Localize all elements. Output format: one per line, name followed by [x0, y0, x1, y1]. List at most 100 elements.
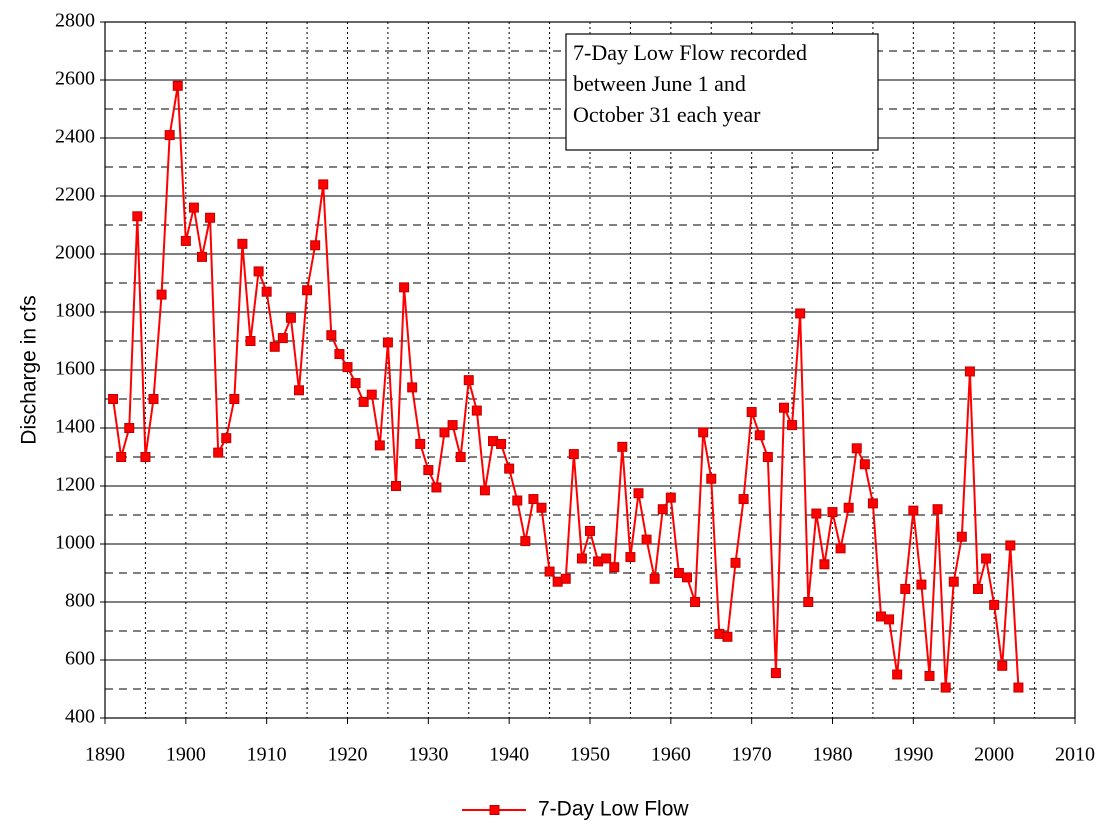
point-marker	[682, 572, 692, 583]
point-marker	[399, 282, 410, 293]
point-marker	[180, 235, 191, 246]
point-marker	[374, 440, 385, 451]
point-marker	[779, 402, 789, 413]
point-marker	[585, 525, 595, 536]
point-marker	[851, 443, 862, 454]
point-marker	[285, 312, 296, 323]
point-marker	[116, 452, 127, 462]
y-tick-label: 1800	[55, 300, 95, 322]
point-marker	[140, 452, 151, 462]
point-marker	[770, 668, 781, 679]
point-marker	[617, 441, 628, 452]
point-marker	[504, 463, 515, 474]
point-marker	[471, 405, 482, 416]
point-marker	[536, 502, 547, 513]
point-marker	[924, 670, 935, 681]
x-tick-label: 1910	[247, 744, 287, 766]
annotation-text: October 31 each year	[573, 102, 761, 127]
point-marker	[407, 382, 418, 393]
point-marker	[981, 553, 992, 564]
point-marker	[787, 420, 798, 431]
y-tick-label: 1000	[55, 532, 95, 554]
y-tick-label: 2400	[55, 126, 95, 148]
point-marker	[649, 573, 660, 584]
point-marker	[229, 394, 240, 404]
point-marker	[439, 427, 450, 438]
point-marker	[124, 423, 135, 433]
point-marker	[148, 394, 159, 404]
point-marker	[156, 289, 167, 300]
point-marker	[576, 553, 587, 564]
point-marker	[382, 337, 393, 348]
point-marker	[730, 557, 741, 568]
point-marker	[245, 336, 256, 346]
point-marker	[479, 485, 490, 496]
point-marker	[657, 504, 668, 515]
y-tick-label: 1200	[55, 474, 95, 496]
point-marker	[188, 202, 199, 213]
point-marker	[431, 482, 442, 493]
point-marker	[690, 597, 701, 607]
point-marker	[940, 682, 951, 693]
legend-label: 7-Day Low Flow	[538, 798, 689, 821]
x-tick-label: 1930	[408, 744, 448, 766]
point-marker	[463, 375, 474, 386]
point-marker	[237, 238, 248, 249]
y-tick-label: 2000	[55, 242, 95, 264]
point-marker	[560, 573, 571, 584]
point-marker	[722, 631, 733, 642]
x-tick-label: 1970	[732, 744, 772, 766]
point-marker	[762, 452, 773, 462]
point-marker	[310, 240, 321, 251]
point-marker	[900, 583, 911, 594]
point-marker	[221, 433, 232, 444]
point-marker	[318, 179, 329, 190]
point-marker	[746, 407, 757, 418]
y-tick-label: 800	[65, 590, 95, 612]
point-marker	[528, 494, 539, 505]
point-marker	[819, 559, 830, 570]
x-tick-label: 1920	[328, 744, 368, 766]
point-marker	[884, 614, 895, 625]
point-marker	[568, 449, 579, 460]
point-marker	[932, 504, 943, 515]
point-marker	[261, 286, 272, 297]
point-marker	[1005, 540, 1016, 551]
x-tick-label: 1890	[85, 744, 125, 766]
point-marker	[1013, 682, 1024, 693]
x-tick-label: 1990	[893, 744, 933, 766]
point-marker	[803, 597, 814, 607]
point-marker	[366, 389, 377, 400]
point-marker	[908, 505, 919, 516]
point-marker	[213, 447, 224, 458]
point-marker	[277, 333, 288, 344]
y-tick-label: 2200	[55, 184, 95, 206]
point-marker	[447, 420, 458, 431]
point-marker	[973, 583, 983, 594]
point-marker	[391, 481, 401, 491]
point-marker	[197, 251, 207, 262]
legend-marker	[489, 805, 500, 815]
point-marker	[455, 452, 466, 462]
point-marker	[867, 498, 878, 509]
y-tick-label: 2800	[55, 10, 95, 32]
point-marker	[294, 385, 304, 396]
point-marker	[641, 534, 652, 545]
point-marker	[609, 562, 620, 573]
y-tick-label: 1400	[55, 416, 95, 438]
point-marker	[326, 330, 337, 341]
point-marker	[964, 366, 975, 377]
x-tick-label: 2000	[974, 744, 1014, 766]
point-marker	[601, 553, 612, 564]
point-marker	[172, 80, 183, 91]
point-marker	[738, 494, 749, 505]
point-marker	[754, 430, 765, 441]
point-marker	[948, 576, 959, 587]
y-tick-label: 2600	[55, 68, 95, 90]
point-marker	[334, 349, 345, 360]
point-marker	[520, 536, 531, 547]
point-marker	[843, 502, 854, 513]
y-tick-label: 400	[65, 706, 95, 728]
point-marker	[302, 285, 313, 296]
point-marker	[989, 599, 1000, 610]
